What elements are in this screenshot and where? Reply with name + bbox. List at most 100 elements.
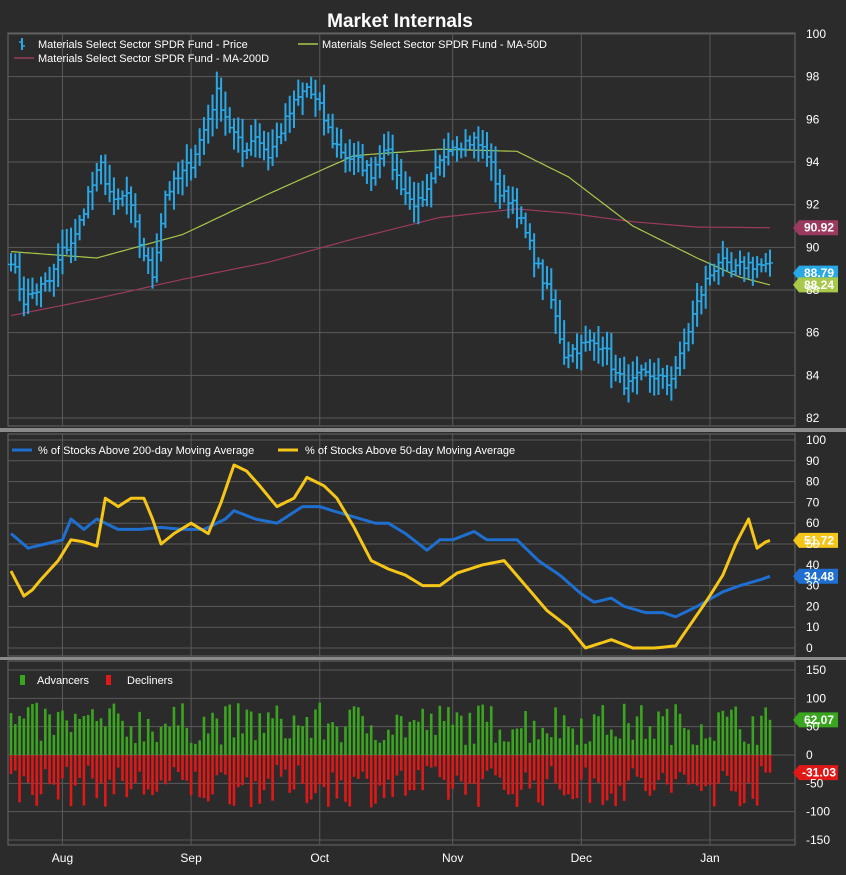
decliners-bar xyxy=(44,755,47,770)
advancers-bar xyxy=(674,704,677,755)
advancers-bar xyxy=(429,713,433,755)
advancers-bar xyxy=(202,716,206,755)
breadth-tick-label: 50 xyxy=(806,537,820,551)
advancers-bar xyxy=(335,726,339,755)
legend-advancers-label: Advancers xyxy=(37,675,89,687)
advancers-bar xyxy=(725,716,729,755)
decliners-bar xyxy=(438,755,442,778)
advancers-bar xyxy=(112,703,116,755)
decliners-bar xyxy=(399,755,403,771)
decliners-bar xyxy=(395,755,399,776)
month-tick-label: Sep xyxy=(180,851,202,865)
advancers-bar xyxy=(391,734,394,755)
decliners-bar xyxy=(459,755,463,782)
legend-decliners-label: Decliners xyxy=(127,675,173,687)
decliners-bar xyxy=(335,755,339,799)
panel-separator xyxy=(0,657,846,660)
last-value-flag xyxy=(793,220,838,236)
panel-separator xyxy=(0,428,846,432)
advancers-bar xyxy=(687,729,690,755)
decliners-bar xyxy=(657,755,660,781)
advancers-bar xyxy=(61,710,64,755)
price-tick-label: 86 xyxy=(806,326,820,340)
last-value-flag-label: 88.24 xyxy=(804,278,834,292)
decliners-bar xyxy=(99,755,103,784)
decliners-bar xyxy=(82,755,86,806)
decliners-bar xyxy=(164,755,167,785)
decliners-bar xyxy=(266,755,270,779)
breadth-tick-label: 40 xyxy=(806,558,820,572)
pct-above-50d-line xyxy=(9,463,771,650)
advdec-tick-label: 100 xyxy=(806,691,826,705)
advancers-bar xyxy=(95,720,99,755)
advancers-bar xyxy=(515,728,519,755)
advancers-bar xyxy=(275,705,279,755)
breadth-tick-label: 70 xyxy=(806,495,820,509)
month-tick-label: Aug xyxy=(52,851,73,865)
advancers-bar xyxy=(459,715,463,755)
advancers-bar xyxy=(635,716,639,755)
decliners-bar xyxy=(91,755,94,779)
advancers-bar xyxy=(537,739,540,755)
advancers-bar xyxy=(498,729,502,755)
chart-title: Market Internals xyxy=(327,11,473,32)
advancers-bar xyxy=(584,743,587,755)
decliners-bar xyxy=(339,755,343,781)
decliners-bar xyxy=(215,755,219,776)
decliners-bar xyxy=(477,755,480,807)
advancers-bar xyxy=(691,744,695,755)
advancers-bar xyxy=(219,744,223,755)
decliners-bar xyxy=(129,755,133,790)
decliners-bar xyxy=(747,755,750,783)
advancers-bar xyxy=(755,744,759,755)
advancers-bar xyxy=(434,734,437,755)
decliners-bar xyxy=(404,755,407,796)
advancers-bar xyxy=(348,709,352,755)
decliners-bar xyxy=(61,755,64,779)
ma-50d-line xyxy=(10,148,771,286)
advancers-bar xyxy=(327,723,330,755)
advancers-bar xyxy=(357,707,360,755)
decliners-bar xyxy=(365,755,369,779)
advancers-bar xyxy=(558,738,562,755)
advancers-bar xyxy=(181,703,184,755)
decliners-bar xyxy=(682,755,686,775)
advancers-bar xyxy=(700,724,703,755)
advancers-bar xyxy=(301,726,304,755)
decliners-bar xyxy=(631,755,635,769)
decliners-bar xyxy=(515,755,519,807)
advancers-bar xyxy=(69,732,73,755)
axes: Aug Sep Oct Nov Dec Jan8284868890929496981000… xyxy=(52,27,831,865)
price-tick-label: 92 xyxy=(806,198,820,212)
last-value-flag-label: 90.92 xyxy=(804,221,834,235)
advancers-bar xyxy=(695,744,699,755)
advancers-bar xyxy=(224,706,227,755)
breadth-tick-label: 0 xyxy=(806,641,813,655)
advancers-bar xyxy=(481,704,484,755)
advancers-bar xyxy=(494,742,497,755)
breadth-tick-label: 10 xyxy=(806,620,820,634)
legend-price-label: Materials Select Sector SPDR Fund - Pric… xyxy=(38,39,248,51)
advancers-bar xyxy=(670,744,673,755)
advancers-bar xyxy=(610,729,613,755)
decliners-bar xyxy=(65,755,69,767)
advancers-bar xyxy=(532,720,536,755)
advdec-tick-label: 150 xyxy=(806,663,826,677)
legend-ma200-label: Materials Select Sector SPDR Fund - MA-2… xyxy=(38,53,269,65)
advancers-bar xyxy=(404,737,407,755)
decliners-bar xyxy=(610,755,613,794)
advancers-bar xyxy=(717,712,720,755)
advancers-bar xyxy=(189,742,193,755)
decliners-bar xyxy=(348,755,352,807)
advancers-bar xyxy=(751,716,755,755)
decliners-bar xyxy=(202,755,206,799)
decliners-bar xyxy=(134,755,137,784)
decliners-bar xyxy=(194,755,197,772)
decliners-bar xyxy=(640,755,643,779)
advancers-bar xyxy=(541,727,545,755)
advancers-bar xyxy=(588,741,592,755)
decliners-bar xyxy=(751,755,755,799)
advancers-bar xyxy=(369,725,373,755)
advancers-bar xyxy=(575,744,579,755)
legend-pct200-label: % of Stocks Above 200-day Moving Average xyxy=(38,445,254,457)
